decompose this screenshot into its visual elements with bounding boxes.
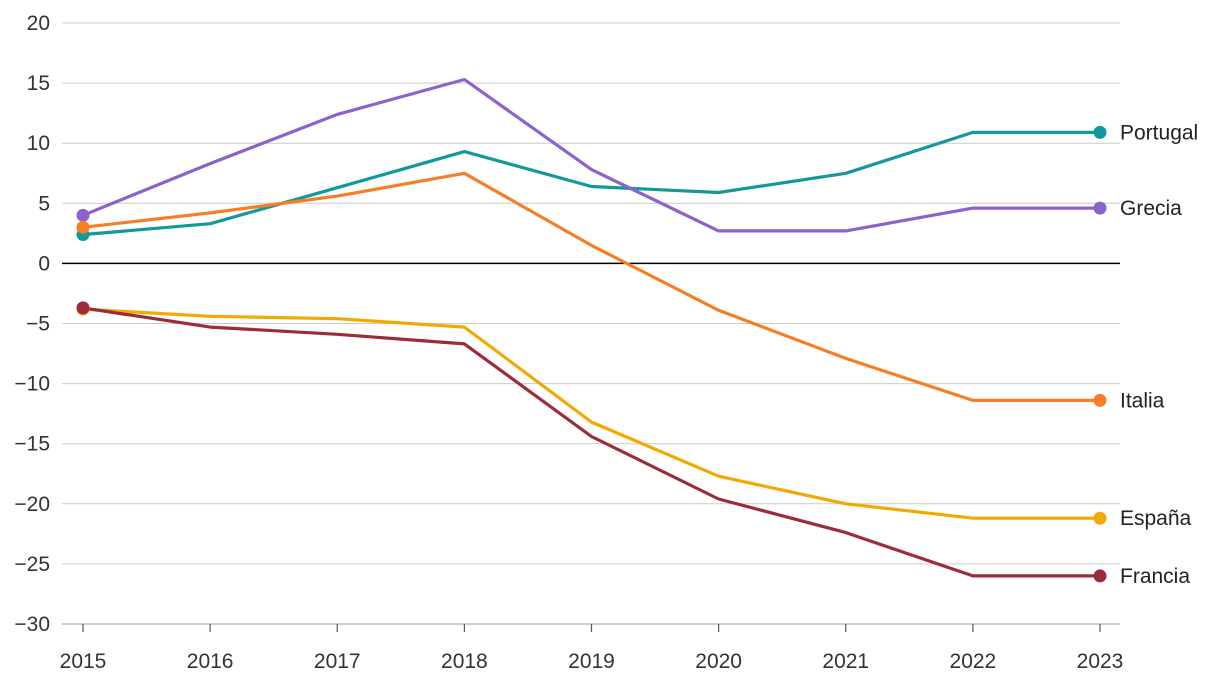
- series-label-espa-a: España: [1120, 507, 1192, 530]
- series-end-point-portugal: [1093, 125, 1107, 139]
- x-tick-label: 2019: [568, 650, 615, 673]
- series-start-point-italia: [76, 220, 90, 234]
- y-tick-label: −25: [14, 553, 50, 576]
- series-label-italia: Italia: [1120, 389, 1165, 412]
- x-tick-label: 2015: [60, 650, 107, 673]
- x-tick-label: 2017: [314, 650, 361, 673]
- series-start-point-grecia: [76, 208, 90, 222]
- grid-lines: [62, 22, 1120, 625]
- series-line-francia: [81, 306, 1102, 578]
- y-tick-label: −10: [14, 373, 50, 396]
- x-tick-label: 2022: [950, 650, 997, 673]
- series-lines: [81, 77, 1102, 578]
- y-tick-label: −5: [26, 313, 50, 336]
- series-label-francia: Francia: [1120, 565, 1190, 588]
- x-axis: 2015 2016 2017 2018 2019 2020 2021 2022 2023: [60, 623, 1124, 673]
- y-tick-label: −30: [14, 613, 50, 636]
- y-tick-label: 10: [27, 132, 50, 155]
- x-tick-label: 2018: [441, 650, 488, 673]
- series-end-point-francia: [1093, 569, 1107, 583]
- y-tick-label: −15: [14, 433, 50, 456]
- y-tick-label: 15: [27, 72, 50, 95]
- series-start-point-francia: [76, 301, 90, 315]
- series-line-grecia: [81, 77, 1102, 233]
- series-line-portugal: [81, 130, 1102, 237]
- y-tick-label: 0: [38, 252, 50, 275]
- y-tick-label: −20: [14, 493, 50, 516]
- series-end-point-grecia: [1093, 201, 1107, 215]
- series-end-labels: Portugal Grecia Italia España Francia: [1120, 121, 1198, 588]
- y-tick-label: 20: [27, 12, 50, 35]
- x-tick-label: 2023: [1077, 650, 1124, 673]
- y-tick-label: 5: [38, 192, 50, 215]
- series-label-grecia: Grecia: [1120, 197, 1182, 220]
- series-end-point-italia: [1093, 393, 1107, 407]
- x-tick-label: 2020: [695, 650, 742, 673]
- y-axis-tick-labels: 20 15 10 5 0 −5 −10 −15 −20 −25 −30: [14, 12, 50, 636]
- x-tick-label: 2016: [187, 650, 234, 673]
- series-label-portugal: Portugal: [1120, 121, 1198, 144]
- series-end-markers: [76, 125, 1107, 583]
- x-tick-label: 2021: [822, 650, 869, 673]
- series-line-espa-a: [81, 307, 1102, 520]
- series-end-point-espa-a: [1093, 511, 1107, 525]
- series-line-italia: [81, 171, 1102, 402]
